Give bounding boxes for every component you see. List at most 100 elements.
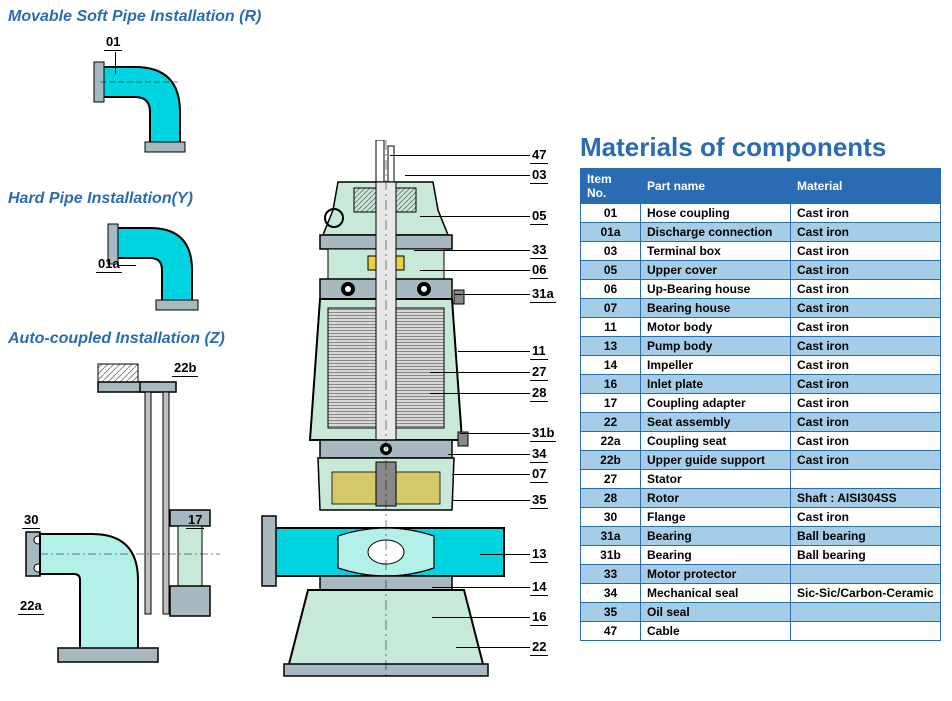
leader-line: [448, 454, 530, 455]
leader-01a: [118, 265, 136, 266]
title-hard: Hard Pipe Installation(Y): [8, 190, 193, 208]
cell-item-no: 05: [581, 261, 641, 280]
cell-material: Cast iron: [791, 451, 941, 470]
table-row: 01aDischarge connectionCast iron: [581, 223, 941, 242]
table-row: 30FlangeCast iron: [581, 508, 941, 527]
cell-material: Cast iron: [791, 375, 941, 394]
cell-material: Ball bearing: [791, 527, 941, 546]
table-row: 34Mechanical sealSic-Sic/Carbon-Ceramic: [581, 584, 941, 603]
leader-line: [452, 474, 530, 475]
pump-callout-22: 22: [530, 639, 548, 656]
table-header: Item No.: [581, 169, 641, 204]
cell-part-name: Bearing house: [641, 299, 791, 318]
label-22b: 22b: [172, 360, 198, 377]
table-row: 01Hose couplingCast iron: [581, 204, 941, 223]
table-row: 14ImpellerCast iron: [581, 356, 941, 375]
table-row: 28RotorShaft : AISI304SS: [581, 489, 941, 508]
cell-material: Cast iron: [791, 413, 941, 432]
cell-item-no: 47: [581, 622, 641, 641]
table-row: 11Motor bodyCast iron: [581, 318, 941, 337]
diagram-main-pump: [258, 140, 513, 690]
leader-line: [456, 647, 530, 648]
cell-part-name: Pump body: [641, 337, 791, 356]
cell-part-name: Inlet plate: [641, 375, 791, 394]
leader-line: [420, 216, 530, 217]
materials-table: Item No.Part nameMaterial 01Hose couplin…: [580, 168, 941, 641]
pump-callout-06: 06: [530, 262, 548, 279]
cell-item-no: 06: [581, 280, 641, 299]
cell-part-name: Upper guide support: [641, 451, 791, 470]
table-row: 22bUpper guide supportCast iron: [581, 451, 941, 470]
label-30: 30: [22, 512, 40, 529]
cell-item-no: 22: [581, 413, 641, 432]
cell-item-no: 31b: [581, 546, 641, 565]
leader-line: [460, 433, 530, 434]
leader-line: [455, 294, 530, 295]
cell-item-no: 13: [581, 337, 641, 356]
pump-callout-11: 11: [530, 343, 548, 360]
leader-line: [420, 270, 530, 271]
cell-part-name: Upper cover: [641, 261, 791, 280]
cell-part-name: Flange: [641, 508, 791, 527]
cell-material: Cast iron: [791, 318, 941, 337]
cell-part-name: Hose coupling: [641, 204, 791, 223]
table-row: 17Coupling adapterCast iron: [581, 394, 941, 413]
table-row: 31bBearingBall bearing: [581, 546, 941, 565]
cell-item-no: 16: [581, 375, 641, 394]
table-header: Material: [791, 169, 941, 204]
cell-item-no: 22a: [581, 432, 641, 451]
pump-callout-14: 14: [530, 579, 548, 596]
cell-material: Cast iron: [791, 356, 941, 375]
cell-part-name: Terminal box: [641, 242, 791, 261]
table-row: 06Up-Bearing houseCast iron: [581, 280, 941, 299]
table-row: 03Terminal boxCast iron: [581, 242, 941, 261]
cell-part-name: Bearing: [641, 546, 791, 565]
cell-item-no: 14: [581, 356, 641, 375]
cell-part-name: Motor protector: [641, 565, 791, 584]
cell-material: Ball bearing: [791, 546, 941, 565]
pump-callout-03: 03: [530, 167, 548, 184]
leader-line: [390, 155, 530, 156]
cell-material: Cast iron: [791, 508, 941, 527]
cell-part-name: Oil seal: [641, 603, 791, 622]
leader-line: [414, 250, 530, 251]
pump-callout-16: 16: [530, 609, 548, 626]
table-row: 35Oil seal: [581, 603, 941, 622]
pump-callout-27: 27: [530, 364, 548, 381]
pump-callout-35: 35: [530, 492, 548, 509]
leader-line: [430, 393, 530, 394]
title-materials: Materials of components: [580, 132, 886, 163]
cell-item-no: 31a: [581, 527, 641, 546]
cell-material: [791, 603, 941, 622]
cell-material: Cast iron: [791, 223, 941, 242]
leader-line: [432, 617, 530, 618]
cell-material: Cast iron: [791, 432, 941, 451]
cell-part-name: Up-Bearing house: [641, 280, 791, 299]
table-row: 22Seat assemblyCast iron: [581, 413, 941, 432]
leader-line: [458, 351, 530, 352]
table-row: 22aCoupling seatCast iron: [581, 432, 941, 451]
cell-material: Shaft : AISI304SS: [791, 489, 941, 508]
diagram-elbow-01: [90, 52, 200, 162]
pump-callout-07: 07: [530, 466, 548, 483]
cell-material: Cast iron: [791, 242, 941, 261]
table-row: 13Pump bodyCast iron: [581, 337, 941, 356]
pump-callout-31a: 31a: [530, 286, 556, 303]
cell-part-name: Impeller: [641, 356, 791, 375]
table-row: 16Inlet plateCast iron: [581, 375, 941, 394]
cell-material: Cast iron: [791, 394, 941, 413]
cell-item-no: 28: [581, 489, 641, 508]
pump-callout-05: 05: [530, 208, 548, 225]
cell-item-no: 35: [581, 603, 641, 622]
title-movable: Movable Soft Pipe Installation (R): [8, 8, 261, 26]
cell-part-name: Rotor: [641, 489, 791, 508]
table-row: 27Stator: [581, 470, 941, 489]
cell-item-no: 33: [581, 565, 641, 584]
cell-material: Cast iron: [791, 299, 941, 318]
table-header: Part name: [641, 169, 791, 204]
cell-part-name: Mechanical seal: [641, 584, 791, 603]
label-22a: 22a: [18, 598, 44, 615]
leader-line: [452, 500, 530, 501]
cell-material: Cast iron: [791, 204, 941, 223]
leader-line: [430, 372, 530, 373]
